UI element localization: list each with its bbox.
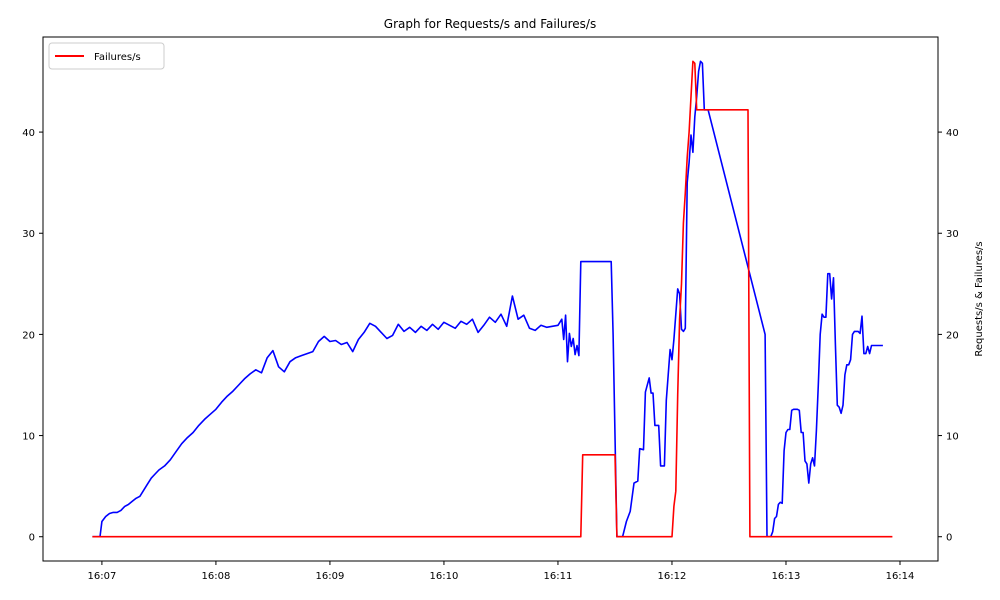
x-tick-label: 16:11 [544,571,573,582]
y-right-tick-label: 20 [946,330,959,341]
chart-title: Graph for Requests/s and Failures/s [384,17,596,31]
y-left-tick-label: 20 [22,330,35,341]
x-tick-label: 16:08 [202,571,231,582]
x-tick-label: 16:07 [87,571,116,582]
y-right-tick-label: 0 [946,533,952,544]
right-axis-label: Requests/s & Failures/s [974,241,985,356]
y-left-tick-label: 40 [22,128,35,139]
y-right-tick-label: 10 [946,432,959,443]
x-tick-label: 16:13 [772,571,801,582]
y-left-tick-label: 0 [29,533,35,544]
x-tick-label: 16:10 [430,571,459,582]
x-axis: 16:07 16:08 16:09 16:10 16:11 16:12 16:13 16:14 [87,561,914,582]
x-tick-label: 16:09 [316,571,345,582]
plot-lines [92,60,893,538]
y-left-tick-label: 30 [22,229,35,240]
series-line-failures-s [92,60,893,538]
legend-label-failures: Failures/s [94,52,141,63]
x-tick-label: 16:12 [658,571,687,582]
legend-box [48,42,165,70]
y-right-tick-label: 30 [946,229,959,240]
y-axis-left: 0 10 20 30 40 [22,128,43,544]
legend: Failures/s [48,42,165,70]
y-axis-right: 0 10 20 30 40 [938,128,959,544]
x-tick-label: 16:14 [886,571,915,582]
axes-frame [42,36,939,562]
y-right-tick-label: 40 [946,128,959,139]
y-left-tick-label: 10 [22,432,35,443]
